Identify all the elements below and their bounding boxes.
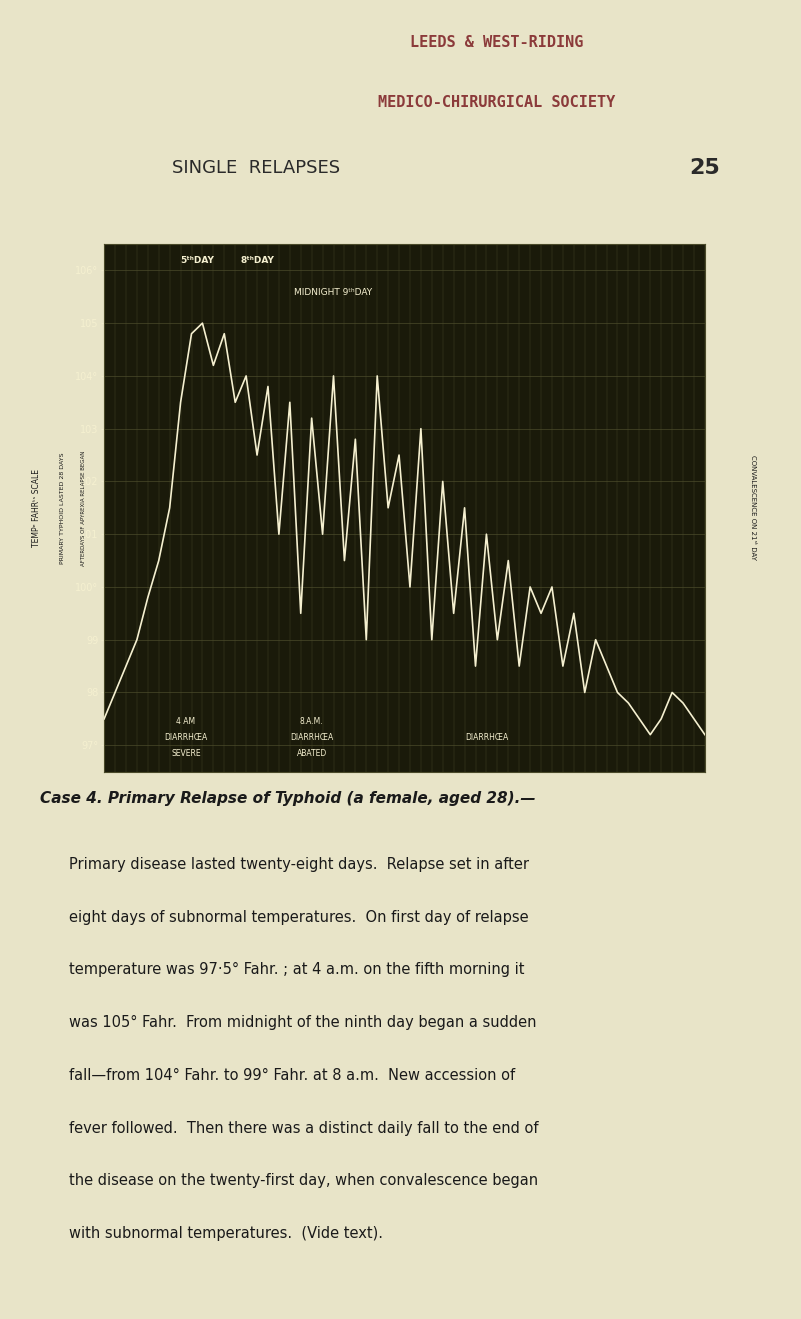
Text: AFTERDAYS OF APYREXIA RELAPSE BEGAN: AFTERDAYS OF APYREXIA RELAPSE BEGAN: [81, 450, 86, 566]
Text: 8ᵗʰDAY: 8ᵗʰDAY: [240, 256, 274, 265]
Text: Primary disease lasted twenty-eight days.  Relapse set in after: Primary disease lasted twenty-eight days…: [69, 857, 529, 872]
Text: CONVALESCENCE ON 21ˢᵗ DAY: CONVALESCENCE ON 21ˢᵗ DAY: [750, 455, 756, 561]
Text: 5ᵗʰDAY: 5ᵗʰDAY: [180, 256, 214, 265]
Text: the disease on the twenty-first day, when convalescence began: the disease on the twenty-first day, whe…: [69, 1174, 538, 1188]
Text: LEEDS & WEST-RIDING: LEEDS & WEST-RIDING: [410, 36, 583, 50]
Text: ABATED: ABATED: [296, 749, 327, 758]
Text: 4 AM: 4 AM: [176, 718, 195, 727]
Text: fall—from 104° Fahr. to 99° Fahr. at 8 a.m.  New accession of: fall—from 104° Fahr. to 99° Fahr. at 8 a…: [69, 1068, 515, 1083]
Text: eight days of subnormal temperatures.  On first day of relapse: eight days of subnormal temperatures. On…: [69, 910, 529, 925]
Text: MEDICO-CHIRURGICAL SOCIETY: MEDICO-CHIRURGICAL SOCIETY: [378, 95, 615, 109]
Text: TEMPᵉ FAHRᵗˢ SCALE: TEMPᵉ FAHRᵗˢ SCALE: [32, 468, 41, 547]
Text: SINGLE  RELAPSES: SINGLE RELAPSES: [172, 160, 340, 177]
Text: fever followed.  Then there was a distinct daily fall to the end of: fever followed. Then there was a distinc…: [69, 1121, 538, 1136]
Text: DIARRHŒA: DIARRHŒA: [164, 733, 207, 743]
Text: 8.A.M.: 8.A.M.: [300, 718, 324, 727]
Text: was 105° Fahr.  From midnight of the ninth day began a sudden: was 105° Fahr. From midnight of the nint…: [69, 1016, 537, 1030]
Text: DIARRHŒA: DIARRHŒA: [465, 733, 508, 743]
Text: Case 4. Primary Relapse of Typhoid (a female, aged 28).—: Case 4. Primary Relapse of Typhoid (a fe…: [40, 791, 536, 806]
Text: 25: 25: [690, 158, 720, 178]
Text: PRIMARY TYPHOID LASTED 28 DAYS: PRIMARY TYPHOID LASTED 28 DAYS: [60, 452, 65, 563]
Text: SEVERE: SEVERE: [171, 749, 201, 758]
Text: DIARRHŒA: DIARRHŒA: [290, 733, 333, 743]
Text: MIDNIGHT 9ᵗʰDAY: MIDNIGHT 9ᵗʰDAY: [295, 288, 372, 297]
Text: with subnormal temperatures.  (Vide text).: with subnormal temperatures. (Vide text)…: [69, 1227, 383, 1241]
Text: temperature was 97·5° Fahr. ; at 4 a.m. on the fifth morning it: temperature was 97·5° Fahr. ; at 4 a.m. …: [69, 963, 525, 977]
